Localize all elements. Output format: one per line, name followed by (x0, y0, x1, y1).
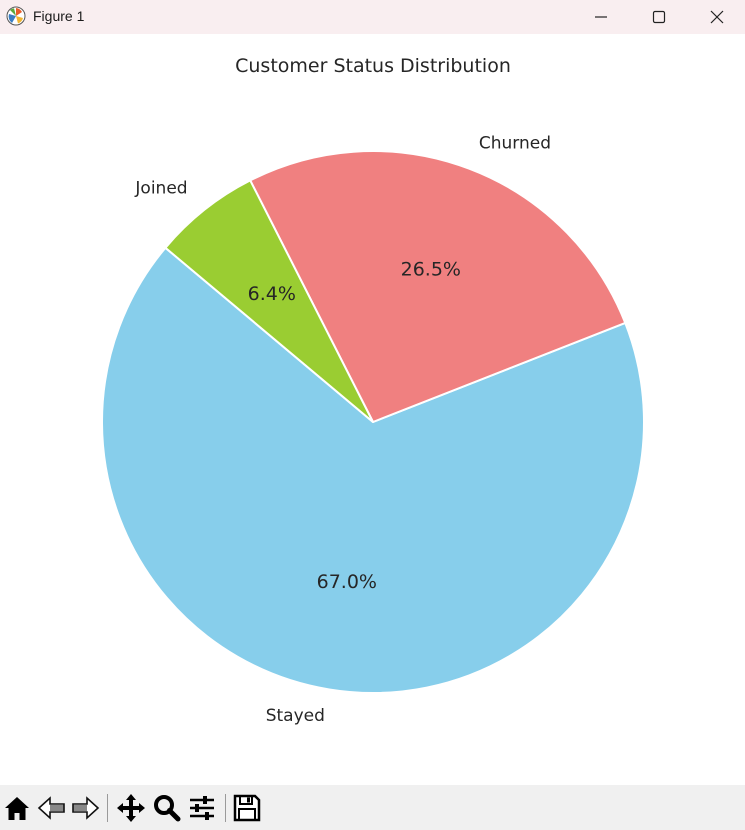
window-title: Figure 1 (33, 8, 85, 24)
forward-button[interactable] (70, 793, 100, 823)
pie-slice-joined (164, 179, 374, 423)
navigation-toolbar (0, 785, 745, 830)
toolbar-separator (225, 794, 226, 822)
maximize-icon (652, 10, 666, 24)
forward-arrow-icon (72, 796, 100, 820)
pie-labels: Stayed 67.0% Churned 26.5% Joined 6.4% (134, 133, 551, 726)
zoom-magnifier-icon (154, 795, 181, 822)
slice-percent-stayed: 67.0% (317, 571, 377, 593)
pan-button[interactable] (116, 793, 146, 823)
minimize-icon (595, 16, 607, 18)
back-arrow-icon (37, 796, 65, 820)
pie-chart: Customer Status Distribution Stayed 67.0%… (100, 55, 645, 726)
save-floppy-icon (233, 794, 261, 822)
configure-subplots-icon (190, 796, 214, 820)
pan-move-icon (117, 794, 145, 822)
toolbar-separator (107, 794, 108, 822)
slice-label-stayed: Stayed (266, 706, 325, 726)
slice-label-churned: Churned (479, 133, 551, 153)
configure-subplots-button[interactable] (187, 793, 217, 823)
slice-percent-joined: 6.4% (248, 283, 296, 305)
chart-title: Customer Status Distribution (235, 55, 511, 77)
home-icon (5, 797, 29, 820)
pie-wedges (100, 150, 645, 694)
slice-label-joined: Joined (134, 179, 187, 199)
slice-percent-churned: 26.5% (401, 259, 461, 281)
close-button[interactable] (688, 0, 745, 34)
pie-slice-stayed (100, 246, 645, 694)
back-button[interactable] (37, 793, 67, 823)
pie-slice-churned (249, 150, 627, 423)
figure-canvas: Customer Status Distribution Stayed 67.0%… (0, 34, 745, 785)
maximize-button[interactable] (630, 0, 688, 34)
close-icon (710, 10, 724, 24)
home-button[interactable] (2, 793, 32, 823)
save-button[interactable] (232, 793, 262, 823)
matplotlib-app-icon (6, 6, 26, 26)
minimize-button[interactable] (572, 0, 630, 34)
window-titlebar: Figure 1 (0, 0, 745, 34)
zoom-button[interactable] (152, 793, 182, 823)
